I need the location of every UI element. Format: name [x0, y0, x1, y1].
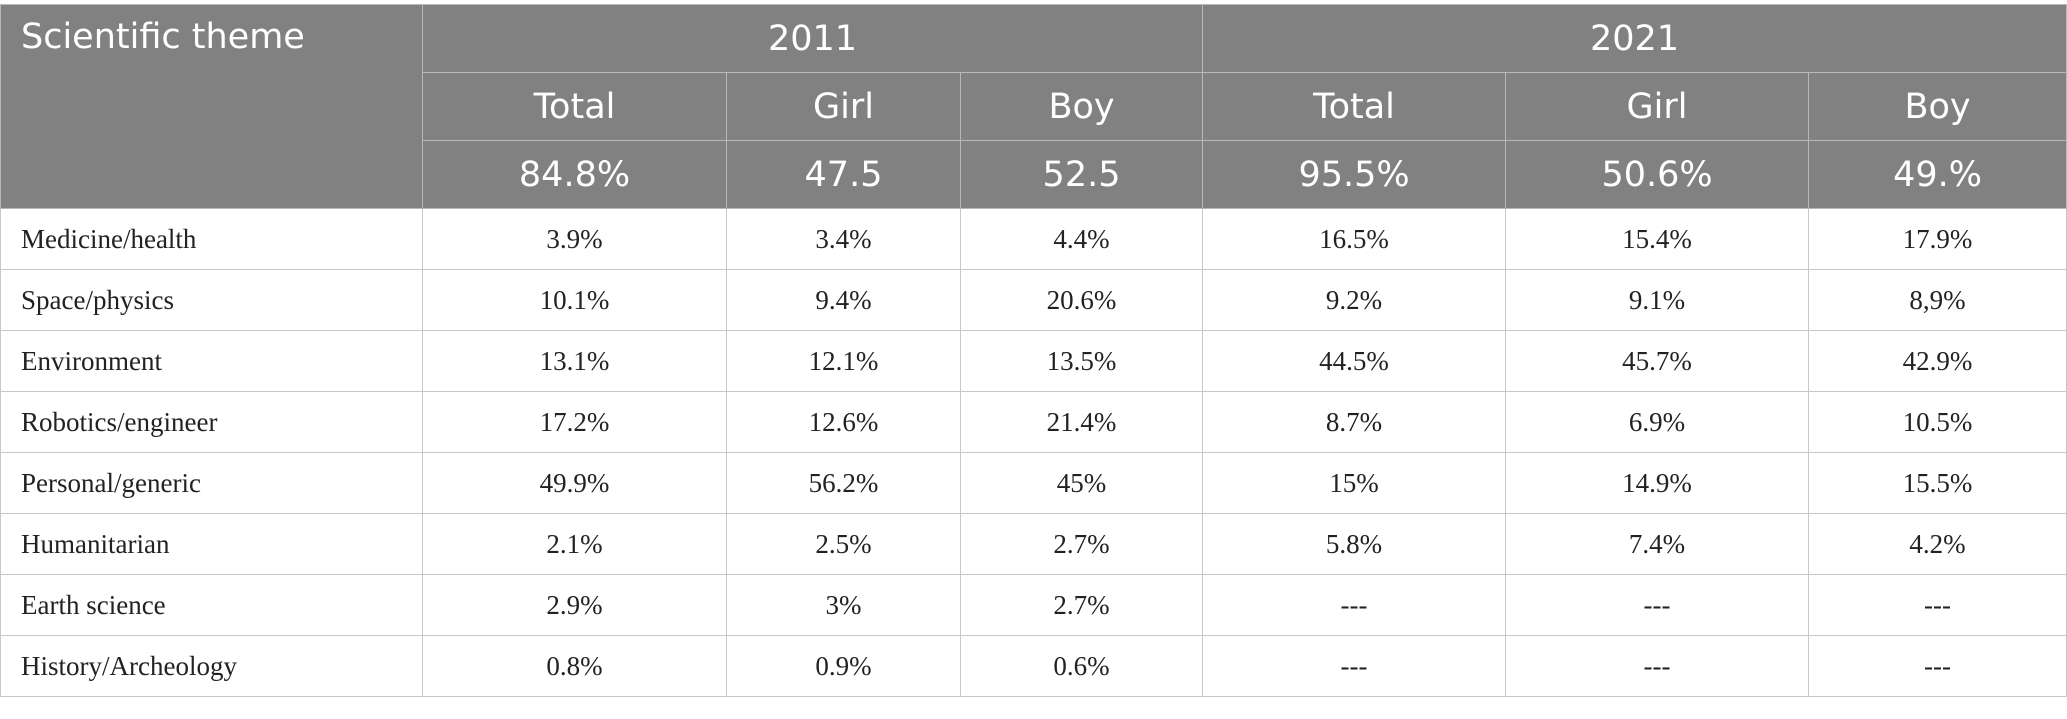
table-row: Personal/generic 49.9% 56.2% 45% 15% 14.…	[0, 452, 2067, 514]
cell-2021-boy: 10.5%	[1808, 391, 2067, 453]
cell-2021-girl: 9.1%	[1505, 269, 1810, 331]
cell-2021-girl: 14.9%	[1505, 452, 1810, 514]
cell-2011-total: 2.1%	[422, 513, 727, 575]
cell-2021-total: 9.2%	[1202, 269, 1507, 331]
table-row: Medicine/health 3.9% 3.4% 4.4% 16.5% 15.…	[0, 208, 2067, 270]
cell-2021-total: 5.8%	[1202, 513, 1507, 575]
header-row-years: Scientific theme 2011 2021	[0, 4, 2067, 209]
cell-2011-boy: 2.7%	[959, 513, 1204, 575]
cell-2011-boy: 13.5%	[959, 330, 1204, 392]
cell-2021-girl: 15.4%	[1505, 208, 1810, 270]
cell-2011-total: 2.9%	[422, 574, 727, 636]
header-2021-boy-value: 49.%	[1808, 140, 2067, 209]
table-row: History/Archeology 0.8% 0.9% 0.6% --- --…	[0, 635, 2067, 697]
cell-2021-total: 16.5%	[1202, 208, 1507, 270]
cell-2021-girl: 45.7%	[1505, 330, 1810, 392]
table-row: Earth science 2.9% 3% 2.7% --- --- ---	[0, 574, 2067, 636]
cell-2011-boy: 20.6%	[959, 269, 1204, 331]
row-theme: Space/physics	[0, 269, 423, 331]
header-2011-total: Total	[422, 72, 727, 141]
header-2011-girl-value: 47.5	[726, 140, 961, 209]
row-theme: Earth science	[0, 574, 423, 636]
cell-2021-total: 8.7%	[1202, 391, 1507, 453]
cell-2021-boy: 4.2%	[1808, 513, 2067, 575]
header-2011-boy-value: 52.5	[959, 140, 1204, 209]
table-container: Scientific theme 2011 2021 Total Girl Bo…	[0, 4, 2067, 697]
header-year-2011: 2011	[421, 4, 1204, 73]
cell-2011-total: 13.1%	[422, 330, 727, 392]
cell-2011-girl: 9.4%	[726, 269, 961, 331]
cell-2021-total: 44.5%	[1202, 330, 1507, 392]
cell-2011-boy: 4.4%	[959, 208, 1204, 270]
row-theme: Personal/generic	[0, 452, 423, 514]
cell-2021-boy: 8,9%	[1808, 269, 2067, 331]
table-body: Medicine/health 3.9% 3.4% 4.4% 16.5% 15.…	[0, 208, 2067, 697]
cell-2021-girl: 6.9%	[1505, 391, 1810, 453]
cell-2021-girl: ---	[1505, 574, 1810, 636]
cell-2011-girl: 3%	[726, 574, 961, 636]
header-2011-total-value: 84.8%	[422, 140, 727, 209]
cell-2021-girl: 7.4%	[1505, 513, 1810, 575]
header-row-groups: Total Girl Boy Total Girl Boy	[1, 72, 2067, 141]
header-2011-boy: Boy	[959, 72, 1204, 141]
header-2021-total: Total	[1202, 72, 1507, 141]
header-2021-total-value: 95.5%	[1202, 140, 1507, 209]
cell-2011-total: 10.1%	[422, 269, 727, 331]
row-theme: Medicine/health	[0, 208, 423, 270]
cell-2021-boy: ---	[1808, 574, 2067, 636]
science-theme-table: Scientific theme 2011 2021 Total Girl Bo…	[0, 4, 2067, 697]
cell-2011-girl: 2.5%	[726, 513, 961, 575]
cell-2011-total: 3.9%	[422, 208, 727, 270]
cell-2021-total: ---	[1202, 574, 1507, 636]
table-row: Robotics/engineer 17.2% 12.6% 21.4% 8.7%…	[0, 391, 2067, 453]
cell-2011-girl: 12.1%	[726, 330, 961, 392]
header-2021-boy: Boy	[1808, 72, 2067, 141]
cell-2011-boy: 2.7%	[959, 574, 1204, 636]
cell-2011-girl: 3.4%	[726, 208, 961, 270]
cell-2021-boy: 15.5%	[1808, 452, 2067, 514]
cell-2011-total: 17.2%	[422, 391, 727, 453]
cell-2011-total: 0.8%	[422, 635, 727, 697]
header-year-2021: 2021	[1202, 4, 2067, 73]
row-theme: History/Archeology	[0, 635, 423, 697]
cell-2021-boy: 17.9%	[1808, 208, 2067, 270]
cell-2021-total: 15%	[1202, 452, 1507, 514]
cell-2021-boy: 42.9%	[1808, 330, 2067, 392]
cell-2011-boy: 45%	[959, 452, 1204, 514]
row-theme: Humanitarian	[0, 513, 423, 575]
cell-2011-girl: 12.6%	[726, 391, 961, 453]
header-row-totals: 84.8% 47.5 52.5 95.5% 50.6% 49.%	[1, 140, 2067, 209]
cell-2011-girl: 56.2%	[726, 452, 961, 514]
row-theme: Environment	[0, 330, 423, 392]
table-row: Environment 13.1% 12.1% 13.5% 44.5% 45.7…	[0, 330, 2067, 392]
cell-2011-girl: 0.9%	[726, 635, 961, 697]
table-row: Humanitarian 2.1% 2.5% 2.7% 5.8% 7.4% 4.…	[0, 513, 2067, 575]
cell-2021-boy: ---	[1808, 635, 2067, 697]
row-theme: Robotics/engineer	[0, 391, 423, 453]
table-header: Scientific theme 2011 2021 Total Girl Bo…	[0, 4, 2067, 209]
cell-2021-girl: ---	[1505, 635, 1810, 697]
cell-2011-boy: 0.6%	[959, 635, 1204, 697]
table-row: Space/physics 10.1% 9.4% 20.6% 9.2% 9.1%…	[0, 269, 2067, 331]
cell-2011-boy: 21.4%	[959, 391, 1204, 453]
cell-2011-total: 49.9%	[422, 452, 727, 514]
cell-2021-total: ---	[1202, 635, 1507, 697]
header-2011-girl: Girl	[726, 72, 961, 141]
header-2021-girl-value: 50.6%	[1505, 140, 1810, 209]
header-2021-girl: Girl	[1505, 72, 1810, 141]
header-scientific-theme: Scientific theme	[0, 4, 423, 209]
